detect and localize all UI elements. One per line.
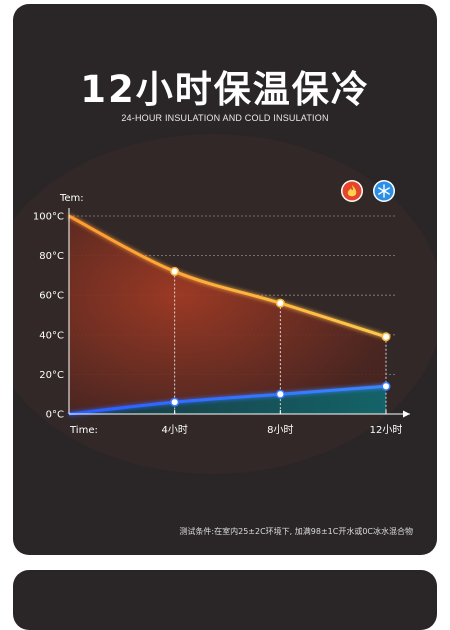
y-tick-label: 40°C xyxy=(39,330,64,341)
hot-series-line xyxy=(68,214,387,339)
hot-data-point xyxy=(170,266,180,276)
x-tick-label: 12小时 xyxy=(370,424,403,436)
hot-series-area xyxy=(69,216,386,414)
cold-data-point xyxy=(381,381,391,391)
hot-data-point xyxy=(275,298,285,308)
hot-data-point xyxy=(381,332,391,342)
next-card xyxy=(13,570,437,630)
y-tick-label: 20°C xyxy=(39,370,64,381)
y-tick-label: 100°C xyxy=(33,212,64,223)
cold-data-point xyxy=(275,389,285,399)
flame-icon xyxy=(341,180,363,202)
product-card: 12小时保温保冷 24-HOUR INSULATION AND COLD INS… xyxy=(13,4,437,555)
page-title: 12小时保温保冷 xyxy=(80,68,370,111)
x-tick-label: 4小时 xyxy=(161,424,187,436)
y-tick-label: 80°C xyxy=(39,251,64,262)
x-tick-label: 8小时 xyxy=(267,424,293,436)
test-condition-note: 测试条件:在室内25±2C环境下, 加满98±1C开水或0C冰水混合物 xyxy=(179,527,413,536)
x-axis-arrow xyxy=(403,410,410,418)
y-tick-label: 60°C xyxy=(39,291,64,302)
cold-data-point xyxy=(170,397,180,407)
cold-series-line xyxy=(68,384,387,416)
y-tick-label: 0°C xyxy=(46,410,64,421)
x-axis-label: Time: xyxy=(69,425,98,436)
snowflake-icon xyxy=(373,180,395,202)
y-axis-label: Tem: xyxy=(59,193,84,204)
page-subtitle: 24-HOUR INSULATION AND COLD INSULATION xyxy=(121,113,329,123)
